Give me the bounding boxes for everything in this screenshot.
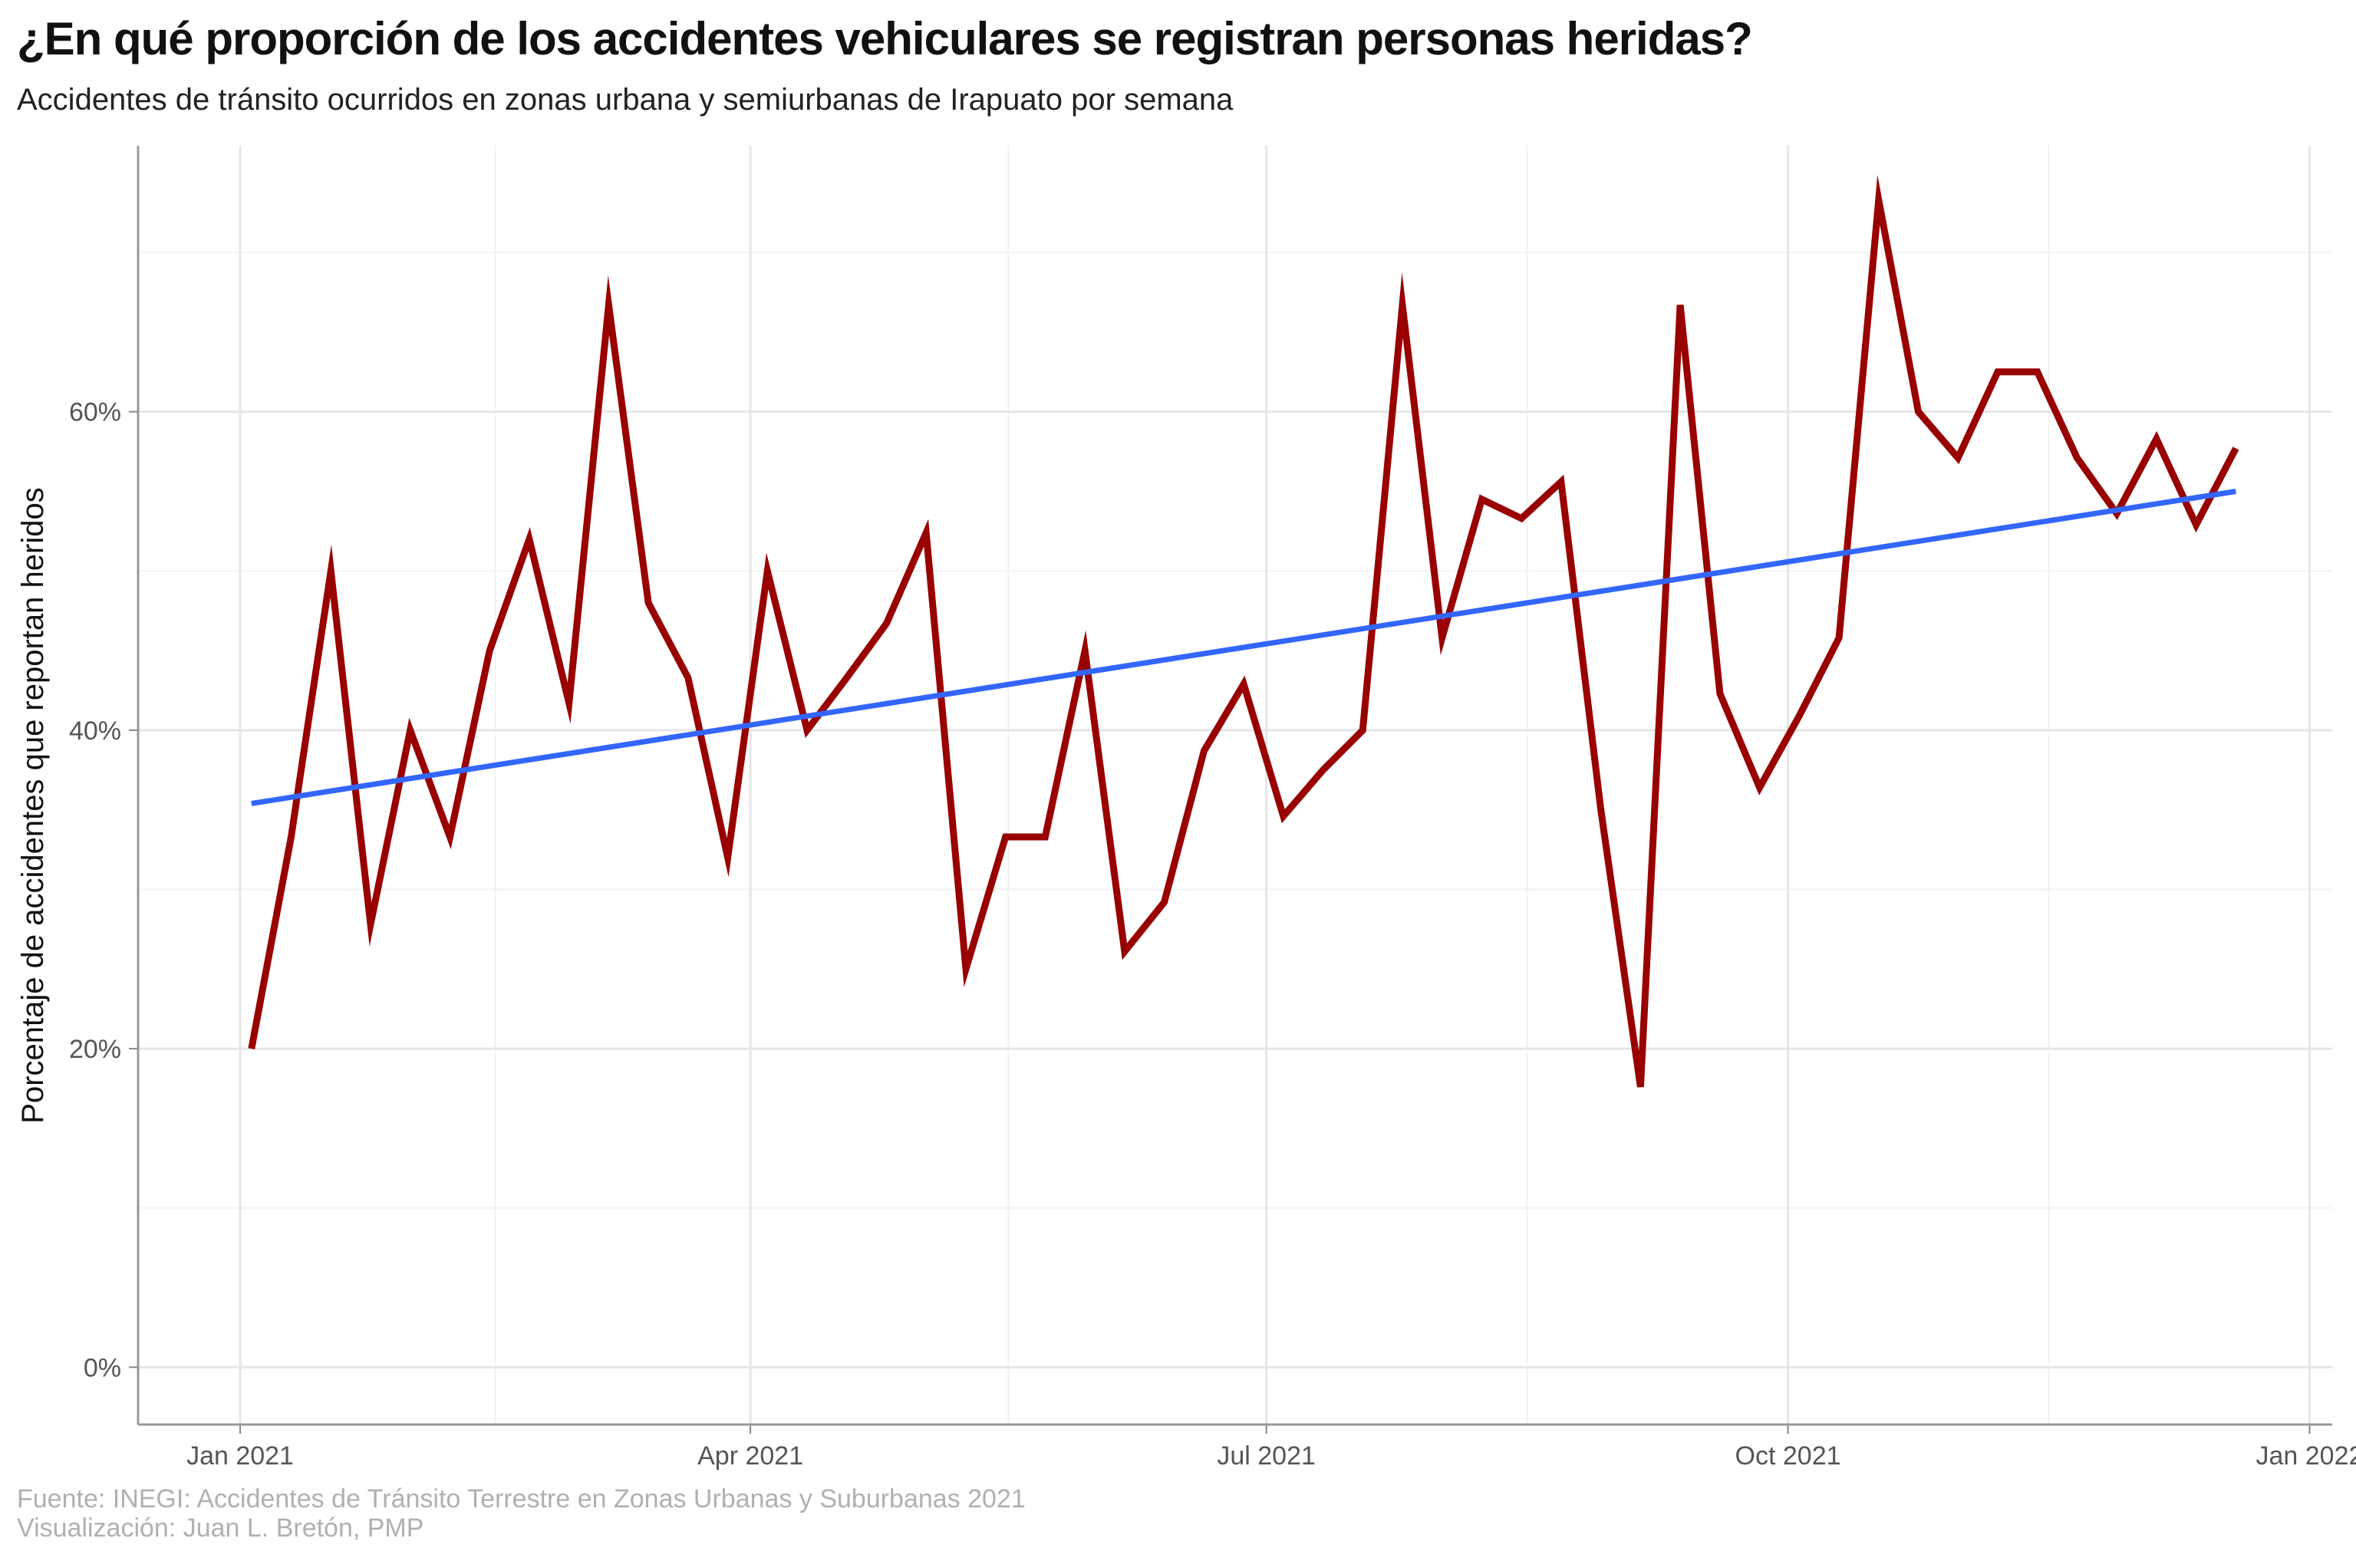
weekly-injury-share-line <box>248 174 2239 1088</box>
major-gridlines <box>138 146 2332 1425</box>
y-tick-label: 40% <box>69 716 121 746</box>
chart-subtitle: Accidentes de tránsito ocurridos en zona… <box>17 83 1234 117</box>
x-tick-label: Jan 2021 <box>186 1441 294 1471</box>
minor-gridlines <box>138 146 2332 1425</box>
chart-title: ¿En qué proporción de los accidentes veh… <box>17 13 1753 64</box>
x-tick-label: Jul 2021 <box>1217 1441 1316 1471</box>
source-caption: Fuente: INEGI: Accidentes de Tránsito Te… <box>17 1484 1026 1514</box>
y-tick-label: 60% <box>69 398 121 427</box>
y-tick-label: 20% <box>69 1035 121 1064</box>
x-tick-label: Oct 2021 <box>1735 1441 1841 1471</box>
x-tick-label: Apr 2021 <box>697 1441 803 1471</box>
trend-line <box>251 489 2236 806</box>
series-layer <box>248 174 2239 1088</box>
credit-caption: Visualización: Juan L. Bretón, PMP <box>17 1514 424 1543</box>
tick-labels: 0% 20% 40% 60% Jan 2021 Apr 2021 Jul 2021 Oct 2… <box>69 398 2356 1471</box>
y-tick-label: 0% <box>84 1353 121 1382</box>
y-axis-title: Porcentaje de accidentes que reportan he… <box>16 487 50 1123</box>
axes <box>129 146 2332 1434</box>
x-tick-label: Jan 2022 <box>2255 1441 2356 1471</box>
